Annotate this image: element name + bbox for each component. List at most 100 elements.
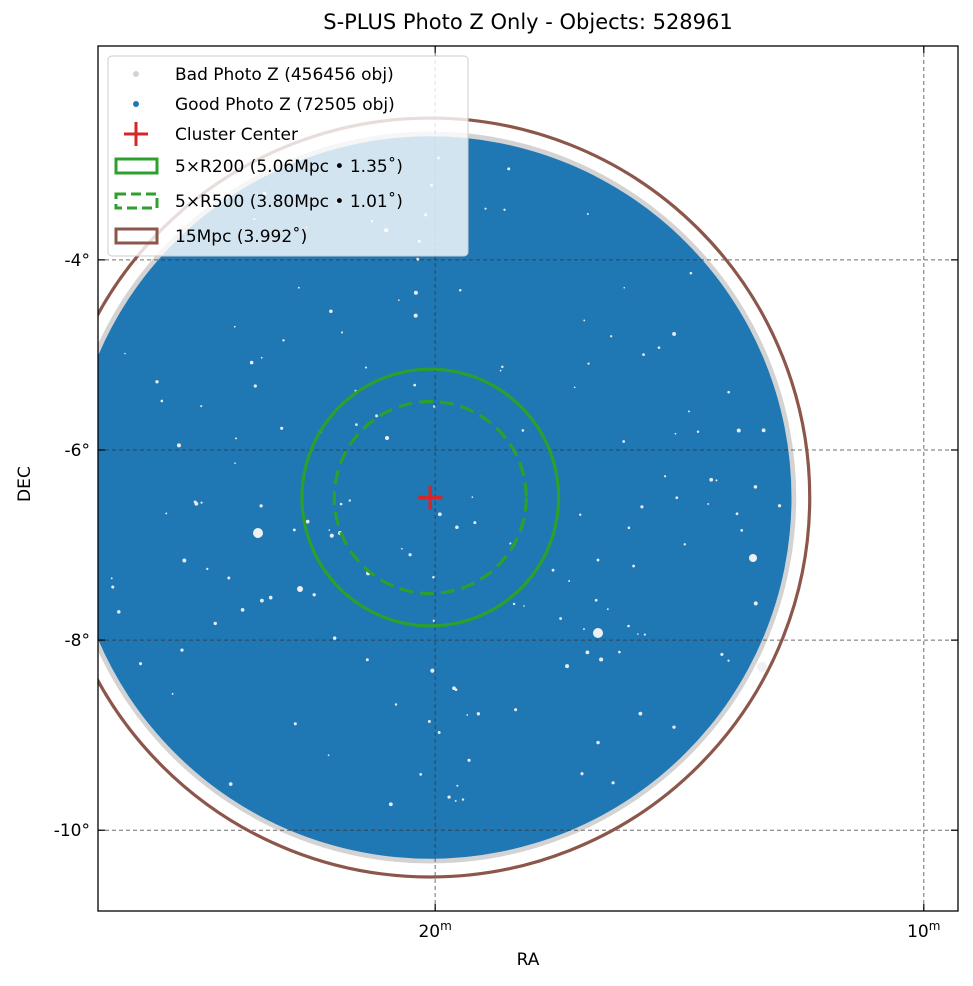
gap-point	[165, 512, 168, 515]
gap-point	[637, 633, 639, 635]
legend-marker	[133, 101, 139, 107]
gap-point	[596, 558, 600, 562]
gap-point	[455, 525, 459, 529]
gap-point	[398, 299, 400, 302]
gap-point	[235, 437, 238, 440]
gap-point	[234, 462, 236, 465]
gap-point	[736, 428, 741, 433]
gap-point	[640, 505, 644, 509]
gap-point	[348, 499, 351, 502]
gap-point	[213, 621, 217, 626]
gap-point	[622, 440, 626, 443]
gap-point	[419, 773, 423, 776]
gap-point	[400, 547, 403, 550]
gap-point	[375, 414, 379, 418]
gap-point	[735, 512, 739, 516]
gap-point	[573, 386, 576, 389]
circle-5-r500	[332, 399, 528, 596]
gap-point	[408, 553, 412, 557]
gap-point	[643, 633, 646, 636]
gap-point	[461, 798, 465, 801]
gap-point	[674, 432, 677, 435]
gap-point	[193, 500, 197, 504]
gap-point	[610, 335, 613, 338]
legend-marker	[133, 71, 139, 77]
gap-point	[139, 662, 143, 666]
gap-point	[280, 426, 284, 430]
gap-point	[657, 346, 661, 349]
gap-point	[503, 208, 506, 211]
gap-point	[227, 576, 231, 580]
gap-point	[696, 430, 700, 433]
gap-point	[228, 782, 233, 786]
gap-point	[328, 529, 331, 531]
gap-point	[466, 714, 469, 716]
good-photoz-points	[98, 136, 792, 859]
gap-point	[672, 725, 676, 729]
gap-point	[458, 288, 462, 292]
gap-point	[253, 384, 257, 388]
gap-point	[627, 624, 630, 628]
gap-point	[753, 485, 758, 489]
gap-point	[339, 502, 343, 506]
gap-point	[467, 758, 471, 762]
gap-point	[259, 504, 263, 508]
gap-point	[355, 423, 358, 426]
gap-point	[447, 795, 451, 799]
gap-point	[312, 593, 316, 597]
gap-point	[551, 568, 555, 572]
gap-point	[332, 636, 337, 640]
gap-point	[432, 619, 436, 623]
y-tick-label: -4°	[65, 251, 90, 271]
gap-point	[727, 659, 730, 662]
legend-label: Good Photo Z (72505 obj)	[175, 95, 395, 115]
masked-region	[385, 436, 389, 440]
masked-region	[253, 528, 263, 538]
gap-point	[585, 650, 590, 655]
legend-marker	[114, 227, 159, 245]
gap-point	[599, 657, 604, 662]
gap-point	[715, 479, 718, 482]
gap-point	[727, 390, 730, 394]
gap-point	[413, 290, 418, 295]
legend-label: Bad Photo Z (456456 obj)	[175, 65, 394, 85]
circle-5-r200	[300, 367, 561, 628]
masked-region	[593, 628, 603, 638]
gap-point	[672, 332, 677, 336]
gap-point	[93, 585, 97, 589]
gap-point	[632, 564, 636, 568]
gap-point	[596, 740, 600, 745]
gap-point	[260, 356, 263, 359]
gap-point	[683, 543, 686, 546]
gap-point	[586, 213, 589, 215]
gap-point	[437, 512, 442, 517]
x-tick-label: 10m	[907, 919, 940, 942]
gap-point	[155, 380, 159, 384]
legend-label: Cluster Center	[175, 125, 298, 145]
gap-point	[606, 608, 609, 611]
gap-point	[611, 781, 615, 785]
gap-point	[427, 720, 431, 723]
gap-point	[583, 319, 586, 322]
gap-point	[365, 658, 369, 662]
gap-point	[499, 369, 502, 372]
legend-marker	[114, 157, 159, 175]
gap-point	[473, 521, 477, 525]
gap-point	[111, 585, 115, 589]
gap-point	[559, 617, 563, 620]
gap-point	[707, 503, 710, 505]
y-tick-label: -10°	[54, 821, 90, 841]
gap-point	[687, 410, 690, 413]
gap-point	[523, 605, 525, 607]
gap-point	[476, 712, 481, 716]
gap-point	[437, 731, 441, 734]
gap-point	[761, 428, 766, 433]
gap-point	[305, 519, 310, 524]
gap-point	[456, 784, 459, 787]
gap-point	[689, 271, 693, 275]
gap-point	[182, 558, 187, 563]
gap-point	[664, 475, 667, 478]
gap-point	[594, 598, 598, 602]
gap-point	[413, 383, 417, 387]
